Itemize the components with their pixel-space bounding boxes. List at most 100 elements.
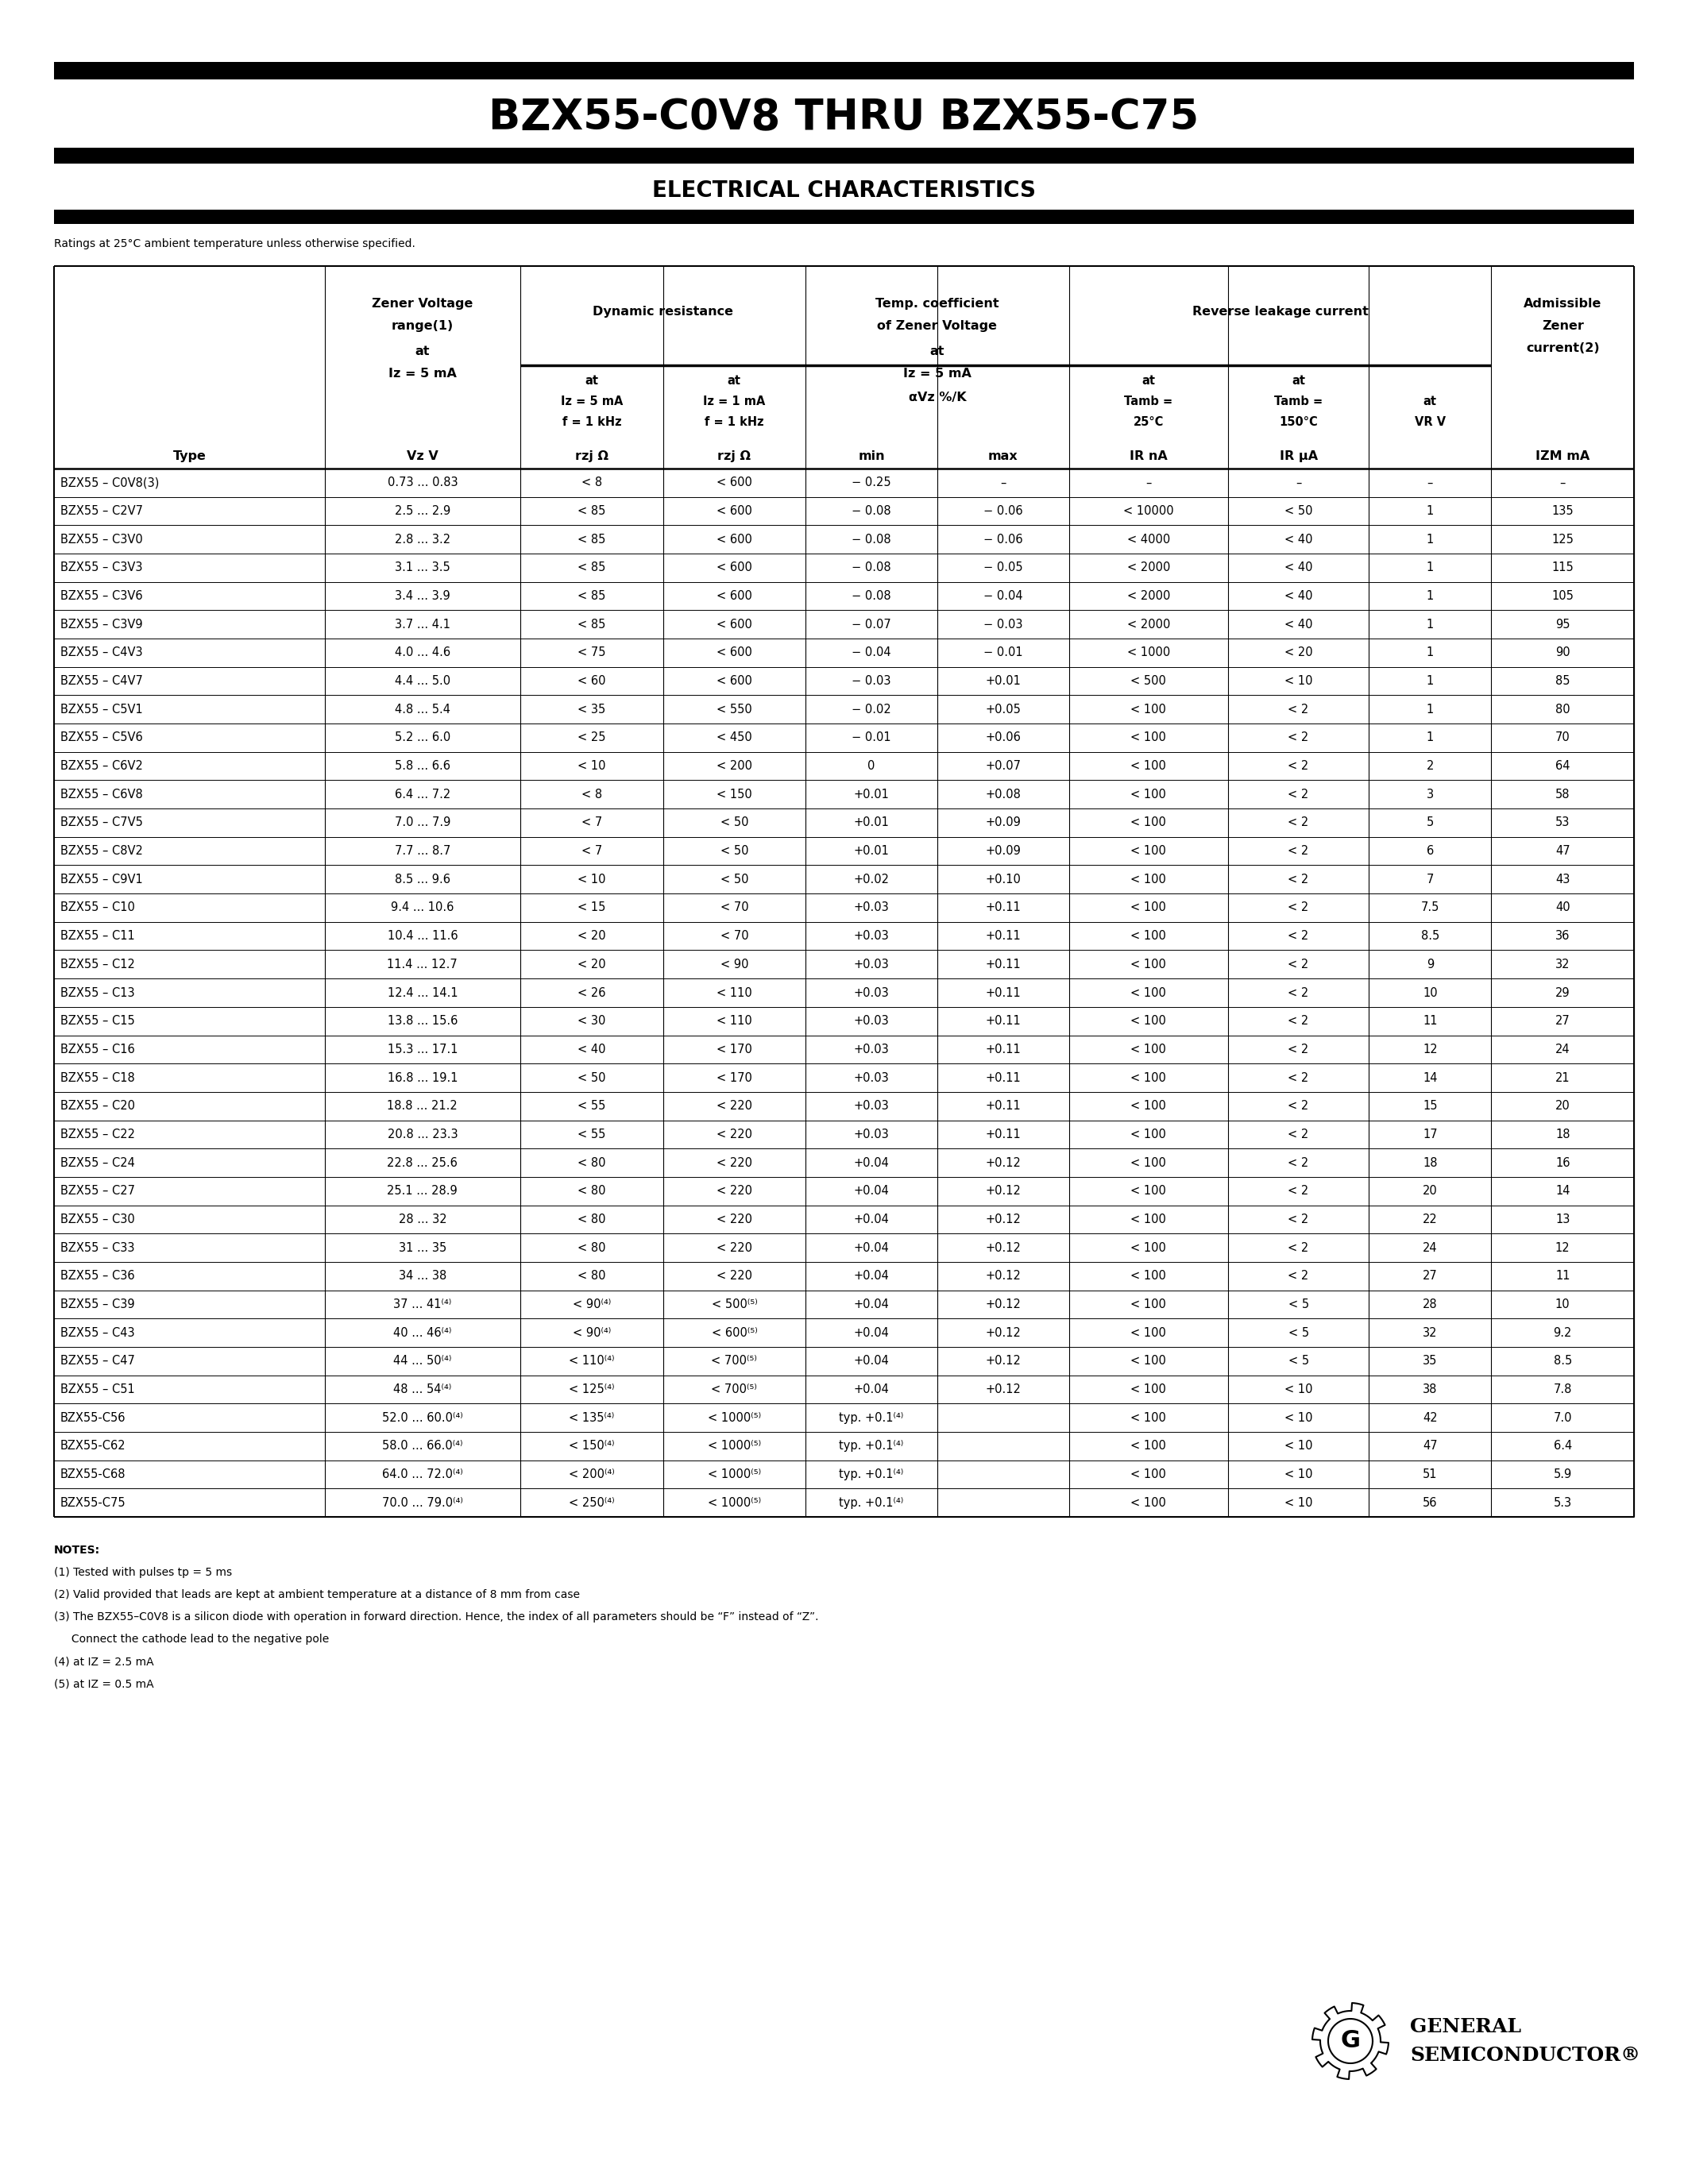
Text: 53: 53 bbox=[1555, 817, 1570, 828]
Text: < 80: < 80 bbox=[577, 1243, 606, 1254]
Text: < 50: < 50 bbox=[577, 1072, 606, 1083]
Text: 20: 20 bbox=[1423, 1186, 1438, 1197]
Text: < 100: < 100 bbox=[1131, 1016, 1166, 1026]
Text: 14: 14 bbox=[1423, 1072, 1438, 1083]
Text: 35: 35 bbox=[1423, 1354, 1438, 1367]
Text: < 80: < 80 bbox=[577, 1186, 606, 1197]
Text: +0.03: +0.03 bbox=[854, 1072, 890, 1083]
Text: BZX55-C62: BZX55-C62 bbox=[61, 1439, 127, 1452]
Text: +0.03: +0.03 bbox=[854, 930, 890, 941]
Text: − 0.08: − 0.08 bbox=[852, 561, 891, 574]
Text: < 100: < 100 bbox=[1131, 1214, 1166, 1225]
Text: BZX55 – C3V3: BZX55 – C3V3 bbox=[61, 561, 142, 574]
Text: Zener Voltage: Zener Voltage bbox=[371, 297, 473, 310]
Text: < 170: < 170 bbox=[716, 1072, 753, 1083]
Text: < 600: < 600 bbox=[716, 646, 753, 660]
Text: − 0.03: − 0.03 bbox=[984, 618, 1023, 631]
Text: BZX55 – C3V6: BZX55 – C3V6 bbox=[61, 590, 143, 603]
Text: BZX55 – C10: BZX55 – C10 bbox=[61, 902, 135, 913]
Text: 7.0 ... 7.9: 7.0 ... 7.9 bbox=[395, 817, 451, 828]
Text: at: at bbox=[728, 376, 741, 387]
Text: < 100: < 100 bbox=[1131, 1411, 1166, 1424]
Text: +0.11: +0.11 bbox=[986, 1129, 1021, 1140]
Text: < 2: < 2 bbox=[1288, 1158, 1308, 1168]
Text: 7.7 ... 8.7: 7.7 ... 8.7 bbox=[395, 845, 451, 856]
Text: 28: 28 bbox=[1423, 1299, 1438, 1310]
Text: 10.4 ... 11.6: 10.4 ... 11.6 bbox=[387, 930, 457, 941]
Text: Zener: Zener bbox=[1541, 321, 1583, 332]
Text: < 100: < 100 bbox=[1131, 788, 1166, 799]
Text: < 100: < 100 bbox=[1131, 1072, 1166, 1083]
Text: < 2: < 2 bbox=[1288, 788, 1308, 799]
Text: BZX55 – C43: BZX55 – C43 bbox=[61, 1326, 135, 1339]
Text: < 100: < 100 bbox=[1131, 817, 1166, 828]
Text: (5) at IZ = 0.5 mA: (5) at IZ = 0.5 mA bbox=[54, 1677, 154, 1688]
Text: 38: 38 bbox=[1423, 1382, 1438, 1396]
Text: < 7: < 7 bbox=[581, 845, 603, 856]
Text: at: at bbox=[586, 376, 599, 387]
Text: +0.04: +0.04 bbox=[854, 1354, 890, 1367]
Text: 21: 21 bbox=[1555, 1072, 1570, 1083]
Text: < 100: < 100 bbox=[1131, 1326, 1166, 1339]
Text: < 100: < 100 bbox=[1131, 732, 1166, 745]
Text: 12.4 ... 14.1: 12.4 ... 14.1 bbox=[387, 987, 457, 998]
Text: 105: 105 bbox=[1551, 590, 1573, 603]
Text: at: at bbox=[1423, 395, 1436, 408]
Text: BZX55 – C6V8: BZX55 – C6V8 bbox=[61, 788, 143, 799]
Text: < 70: < 70 bbox=[721, 930, 748, 941]
Text: +0.05: +0.05 bbox=[986, 703, 1021, 716]
Text: at: at bbox=[930, 345, 945, 358]
Text: 7.5: 7.5 bbox=[1421, 902, 1440, 913]
Text: 24: 24 bbox=[1423, 1243, 1438, 1254]
Text: (4) at IZ = 2.5 mA: (4) at IZ = 2.5 mA bbox=[54, 1655, 154, 1666]
Text: max: max bbox=[987, 450, 1018, 463]
Text: 1: 1 bbox=[1426, 590, 1433, 603]
Text: < 100: < 100 bbox=[1131, 1044, 1166, 1055]
Text: 9.4 ... 10.6: 9.4 ... 10.6 bbox=[392, 902, 454, 913]
Text: at: at bbox=[415, 345, 430, 358]
Text: < 85: < 85 bbox=[577, 533, 606, 546]
Text: +0.01: +0.01 bbox=[986, 675, 1021, 688]
Text: 16.8 ... 19.1: 16.8 ... 19.1 bbox=[387, 1072, 457, 1083]
Text: BZX55 – C4V7: BZX55 – C4V7 bbox=[61, 675, 143, 688]
Text: < 10: < 10 bbox=[1285, 1439, 1313, 1452]
Text: < 150: < 150 bbox=[716, 788, 753, 799]
Text: of Zener Voltage: of Zener Voltage bbox=[878, 321, 998, 332]
Text: < 85: < 85 bbox=[577, 590, 606, 603]
Text: typ. +0.1⁽⁴⁾: typ. +0.1⁽⁴⁾ bbox=[839, 1411, 903, 1424]
Text: +0.12: +0.12 bbox=[986, 1326, 1021, 1339]
Text: +0.11: +0.11 bbox=[986, 1016, 1021, 1026]
Text: 3: 3 bbox=[1426, 788, 1433, 799]
Text: < 25: < 25 bbox=[577, 732, 606, 745]
Text: 0: 0 bbox=[868, 760, 874, 771]
Text: < 2: < 2 bbox=[1288, 1129, 1308, 1140]
Text: 15: 15 bbox=[1423, 1101, 1438, 1112]
Text: 20: 20 bbox=[1555, 1101, 1570, 1112]
Text: 1: 1 bbox=[1426, 561, 1433, 574]
Text: 28 ... 32: 28 ... 32 bbox=[398, 1214, 447, 1225]
Text: < 220: < 220 bbox=[716, 1271, 753, 1282]
Text: < 220: < 220 bbox=[716, 1129, 753, 1140]
Text: < 1000⁽⁵⁾: < 1000⁽⁵⁾ bbox=[707, 1496, 761, 1509]
Text: +0.12: +0.12 bbox=[986, 1382, 1021, 1396]
Text: < 100: < 100 bbox=[1131, 845, 1166, 856]
Text: 64.0 ... 72.0⁽⁴⁾: 64.0 ... 72.0⁽⁴⁾ bbox=[381, 1468, 463, 1481]
Text: 9: 9 bbox=[1426, 959, 1433, 970]
Text: < 2: < 2 bbox=[1288, 1243, 1308, 1254]
Text: < 90: < 90 bbox=[721, 959, 748, 970]
Text: GENERAL: GENERAL bbox=[1409, 2018, 1521, 2035]
Text: − 0.01: − 0.01 bbox=[852, 732, 891, 745]
Text: < 40: < 40 bbox=[577, 1044, 606, 1055]
Text: 85: 85 bbox=[1555, 675, 1570, 688]
Text: < 8: < 8 bbox=[581, 788, 603, 799]
Text: BZX55 – C2V7: BZX55 – C2V7 bbox=[61, 505, 143, 518]
Text: 34 ... 38: 34 ... 38 bbox=[398, 1271, 446, 1282]
Text: 6.4 ... 7.2: 6.4 ... 7.2 bbox=[395, 788, 451, 799]
Text: < 220: < 220 bbox=[716, 1214, 753, 1225]
Text: < 2000: < 2000 bbox=[1128, 590, 1170, 603]
Text: < 100: < 100 bbox=[1131, 987, 1166, 998]
Text: 11: 11 bbox=[1423, 1016, 1438, 1026]
Text: − 0.04: − 0.04 bbox=[852, 646, 891, 660]
Text: < 40: < 40 bbox=[1285, 533, 1313, 546]
Text: < 100: < 100 bbox=[1131, 1354, 1166, 1367]
